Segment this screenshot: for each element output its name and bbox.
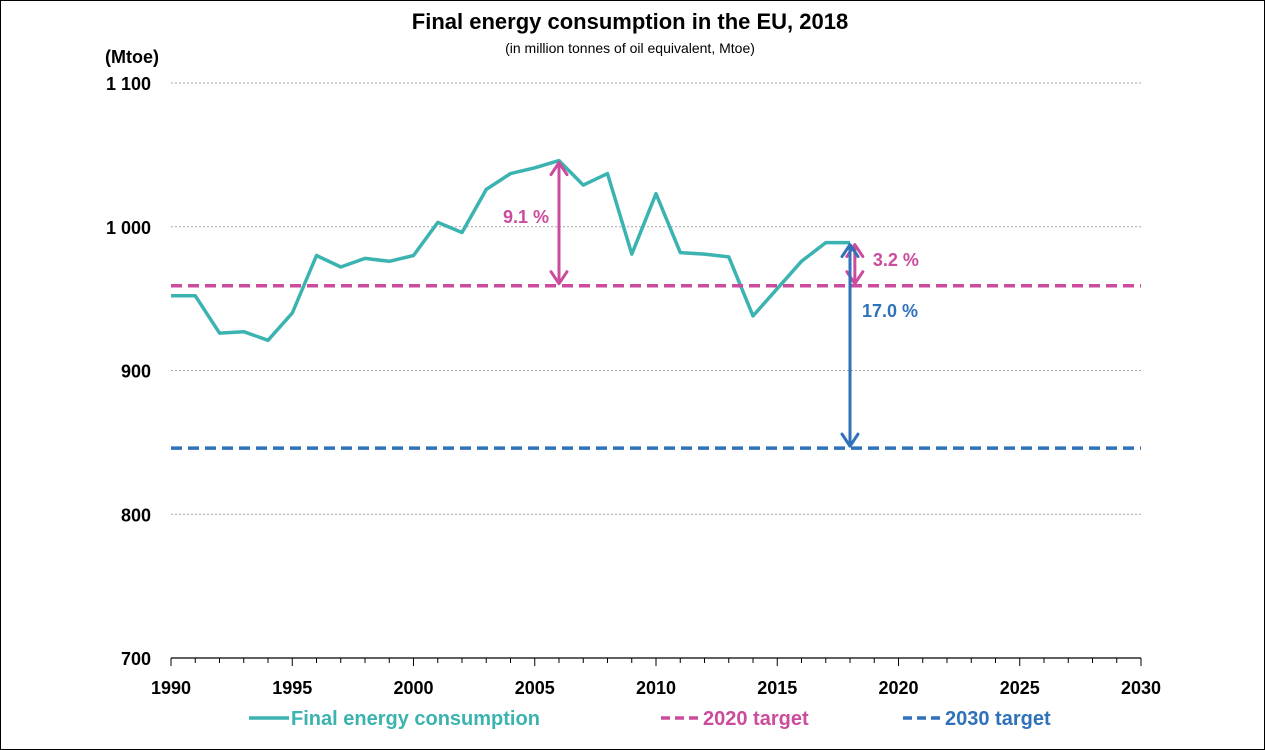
x-tick-label: 2005 bbox=[515, 678, 555, 698]
chart-subtitle: (in million tonnes of oil equivalent, Mt… bbox=[505, 40, 755, 56]
y-tick-label: 1 100 bbox=[106, 74, 151, 94]
x-tick-label: 2030 bbox=[1121, 678, 1161, 698]
y-tick-label: 1 000 bbox=[106, 218, 151, 238]
annotation-label: 17.0 % bbox=[862, 301, 918, 321]
annotation-arrowhead bbox=[549, 270, 569, 286]
y-tick-label: 800 bbox=[121, 505, 151, 525]
x-tick-label: 1995 bbox=[272, 678, 312, 698]
chart-title: Final energy consumption in the EU, 2018 bbox=[412, 9, 848, 34]
annotation-label: 3.2 % bbox=[873, 250, 919, 270]
x-tick-label: 2020 bbox=[878, 678, 918, 698]
y-tick-label: 900 bbox=[121, 362, 151, 382]
annotation-arrowhead bbox=[840, 243, 860, 259]
y-axis-unit-label: (Mtoe) bbox=[105, 47, 159, 67]
x-tick-label: 2010 bbox=[636, 678, 676, 698]
y-tick-label: 700 bbox=[121, 649, 151, 669]
x-tick-label: 2000 bbox=[393, 678, 433, 698]
legend-label: Final energy consumption bbox=[291, 708, 540, 730]
annotation-arrowhead bbox=[840, 432, 860, 448]
x-tick-label: 2025 bbox=[1000, 678, 1040, 698]
legend-label: 2030 target bbox=[945, 708, 1051, 730]
legend-label: 2020 target bbox=[703, 708, 809, 730]
x-tick-label: 2015 bbox=[757, 678, 797, 698]
annotation-label: 9.1 % bbox=[503, 207, 549, 227]
x-tick-label: 1990 bbox=[151, 678, 191, 698]
consumption-series-line bbox=[171, 158, 850, 343]
annotation-arrowhead bbox=[549, 161, 569, 177]
